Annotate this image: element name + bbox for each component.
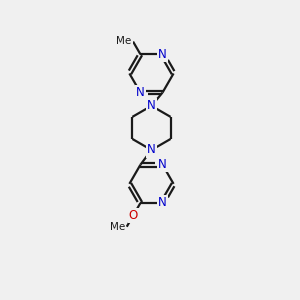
Text: N: N: [158, 158, 167, 171]
Text: Me: Me: [110, 222, 125, 232]
Text: O: O: [129, 209, 138, 222]
Text: N: N: [147, 143, 156, 157]
Text: N: N: [158, 196, 167, 209]
Text: Me: Me: [116, 36, 132, 46]
Text: N: N: [136, 86, 145, 99]
Text: N: N: [147, 99, 156, 112]
Text: N: N: [158, 48, 167, 61]
